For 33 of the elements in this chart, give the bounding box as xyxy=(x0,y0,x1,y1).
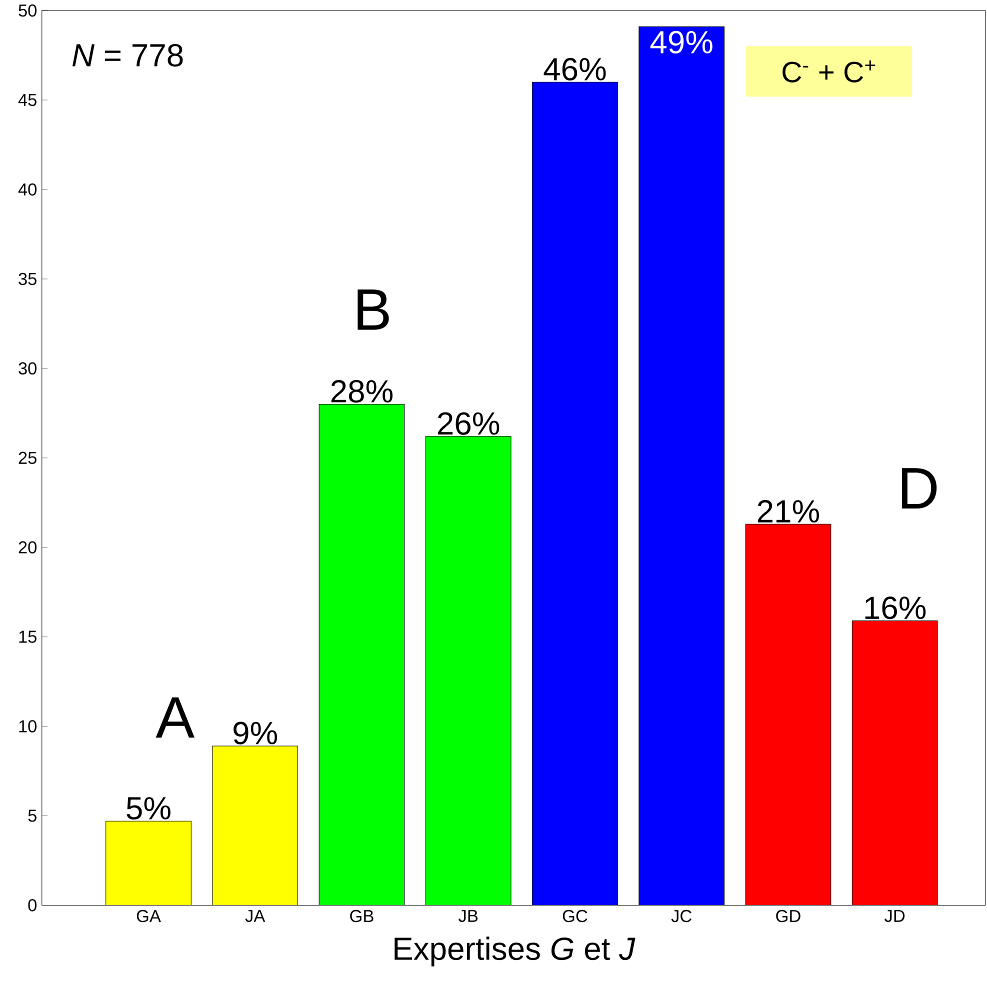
x-axis-title: Expertises G et J xyxy=(394,936,636,966)
y-tick-label: 50 xyxy=(18,4,36,17)
y-tick-label: 40 xyxy=(18,183,36,196)
annotation: D xyxy=(902,468,936,508)
x-tick-label: GD xyxy=(776,910,800,922)
y-tick-label: 30 xyxy=(18,362,36,375)
y-tick-label: 5 xyxy=(28,810,36,822)
y-tick-label: 45 xyxy=(18,94,36,106)
y-tick-label: 0 xyxy=(28,899,36,912)
annotation: C$^{-}$ + C$^{+}$ xyxy=(782,60,875,82)
data-label: 26% xyxy=(438,412,499,435)
x-tick-label: JC xyxy=(671,910,692,922)
y-tick-label: 15 xyxy=(19,630,36,643)
x-tick-label: JA xyxy=(245,910,265,922)
data-label: 46% xyxy=(544,58,606,81)
annotation: A xyxy=(156,697,194,738)
data-label: 28% xyxy=(331,380,392,403)
x-tick-label: GC xyxy=(562,910,588,922)
data-label: 21% xyxy=(758,500,819,522)
x-tick-label: GA xyxy=(136,910,161,922)
data-label: 16% xyxy=(865,596,926,620)
data-label: 5% xyxy=(126,797,170,820)
x-tick-label: JB xyxy=(458,910,478,922)
y-tick-label: 35 xyxy=(18,272,36,286)
data-label: 49% xyxy=(650,30,712,54)
y-tick-label: 10 xyxy=(19,720,36,732)
y-tick-label: 20 xyxy=(18,541,36,554)
y-tick-label: 25 xyxy=(18,452,36,464)
x-tick-label: GB xyxy=(350,910,374,922)
data-label: 9% xyxy=(233,722,277,744)
annotation: B xyxy=(357,289,389,330)
x-tick-label: JD xyxy=(884,910,904,922)
annotation: N = 778 xyxy=(72,44,183,67)
